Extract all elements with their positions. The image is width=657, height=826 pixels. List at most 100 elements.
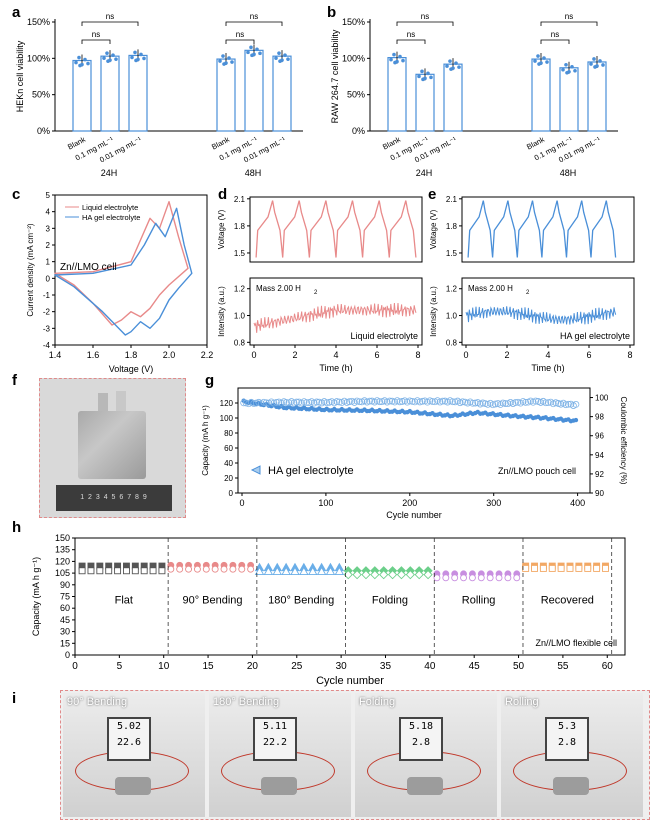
y-tick-label-c: -2: [43, 308, 51, 317]
x-tick-label-d: 8: [415, 350, 420, 360]
ce-point-g: [323, 399, 331, 407]
meter-readout-top: 5.3: [557, 721, 577, 732]
cycle-point-h: [423, 570, 433, 580]
cycle-point-h: [531, 564, 538, 572]
data-point-b: [454, 61, 458, 65]
data-point-a: [258, 51, 262, 56]
photo-label: 180° Bending: [213, 696, 280, 708]
bar-a: [216, 58, 236, 132]
y-tick-label-c: -4: [43, 341, 51, 350]
data-point-a: [83, 57, 87, 62]
voltage-profile-d: [255, 200, 417, 258]
y2-tick-label-g: 90: [595, 489, 604, 498]
significance-bracket-b: [540, 21, 598, 26]
significance-label-b: ns: [551, 30, 559, 39]
y-tick-label-a: 100%: [27, 53, 50, 63]
bar-b: [531, 58, 551, 132]
y-axis-label-h: Capacity (mA h g⁻¹): [31, 557, 41, 636]
data-point-a: [134, 58, 138, 63]
condition-label-h: Recovered: [541, 595, 594, 607]
meter-readout-top: 5.11: [262, 721, 288, 732]
y2-tick-label-g: 98: [595, 413, 604, 422]
cycle-point-h: [78, 567, 86, 575]
y-axis-label-b: RAW 264.7 cell viability: [330, 29, 340, 123]
ce-point-g: [283, 399, 290, 406]
photo-label: 90° Bending: [67, 696, 128, 708]
condition-label-h: 180° Bending: [268, 595, 334, 607]
cell-annotation-c: Zn//LMO cell: [60, 262, 117, 273]
y-tick-label-b: 0%: [352, 126, 365, 136]
cycle-point-h: [238, 565, 246, 573]
y-tick-label-c: 1: [46, 258, 51, 267]
data-point-b: [598, 59, 602, 63]
bent-cell: [407, 777, 443, 795]
cycle-point-h: [220, 565, 228, 573]
ce-point-g: [406, 397, 414, 405]
y-tick-label-g: 60: [224, 444, 233, 453]
y-tick-label-b: 100%: [342, 53, 365, 63]
y-tick-label-h: 0: [65, 650, 70, 660]
x-tick-label-c: 2.0: [163, 350, 176, 360]
cv-curve-ha-gel: [54, 207, 193, 336]
data-point-b: [401, 58, 405, 63]
cycle-point-h: [211, 565, 219, 573]
bar-a: [128, 54, 148, 132]
bar-a: [100, 55, 120, 132]
x-axis-label-h: Cycle number: [316, 675, 384, 687]
x-tick-label-c: 1.8: [125, 350, 138, 360]
cycle-point-h: [504, 574, 512, 582]
ce-point-g: [386, 397, 394, 405]
plot-frame-g: [237, 387, 591, 494]
x-tick-label-g: 200: [402, 498, 417, 508]
cycle-point-h: [87, 567, 95, 575]
data-point-b: [536, 54, 540, 58]
x-tick-label-h: 15: [203, 661, 215, 672]
data-point-b: [449, 67, 453, 71]
x-tick-label-g: 400: [570, 498, 585, 508]
ce-point-g: [502, 400, 509, 407]
cycle-point-h: [281, 566, 291, 575]
group-label-a: 24H: [101, 168, 118, 178]
ce-point-g: [418, 397, 426, 405]
ce-point-g: [272, 399, 280, 406]
ce-point-g: [544, 399, 552, 407]
cycle-point-h: [557, 564, 565, 572]
x-tick-label-c: 1.4: [49, 350, 62, 360]
condition-label-h: Flat: [115, 595, 133, 607]
data-point-a: [230, 60, 234, 64]
cycle-point-h: [414, 570, 424, 580]
data-point-a: [78, 63, 82, 68]
multimeter: 5.3 2.8: [545, 717, 589, 761]
bent-cell: [261, 777, 297, 795]
cycle-point-h: [495, 574, 503, 582]
flex-test-photo: 5.02 22.6 90° Bending: [63, 693, 205, 817]
ce-point-g: [542, 399, 550, 407]
intensity-trace-d: [253, 302, 417, 333]
y-tick-label-c: 4: [46, 208, 51, 217]
cv-curve-liquid: [54, 201, 189, 326]
y-tick-label-h: 60: [60, 603, 70, 613]
voltage-profile-e: [467, 200, 617, 258]
mass-annotation-subscript-d: 2: [314, 290, 318, 296]
y-tick-label-c: -3: [43, 324, 51, 333]
y2-axis-label-g: Coulombic efficiency (%): [619, 397, 628, 485]
ce-point-g: [293, 398, 300, 406]
panel-label-b: b: [327, 4, 337, 21]
bar-b: [559, 67, 579, 132]
mass-annotation-subscript-e: 2: [526, 290, 530, 296]
data-point-b: [457, 65, 461, 69]
data-point-a: [218, 59, 222, 63]
group-label-a: 48H: [245, 168, 262, 178]
data-point-a: [283, 53, 287, 57]
bar-b: [387, 57, 407, 132]
intensity-tick-label-d: 0.8: [234, 338, 246, 347]
flex-test-photo: 5.18 2.8 Folding: [355, 693, 497, 817]
x-tick-label-g: 100: [318, 498, 333, 508]
y-tick-label-a: 0%: [37, 126, 50, 136]
meter-readout-top: 5.02: [116, 721, 142, 732]
y2-tick-label-g: 100: [595, 394, 609, 403]
cycle-point-h: [451, 574, 459, 582]
voltage-tick-label-d: 1.8: [234, 222, 246, 231]
ce-point-g: [564, 400, 572, 408]
